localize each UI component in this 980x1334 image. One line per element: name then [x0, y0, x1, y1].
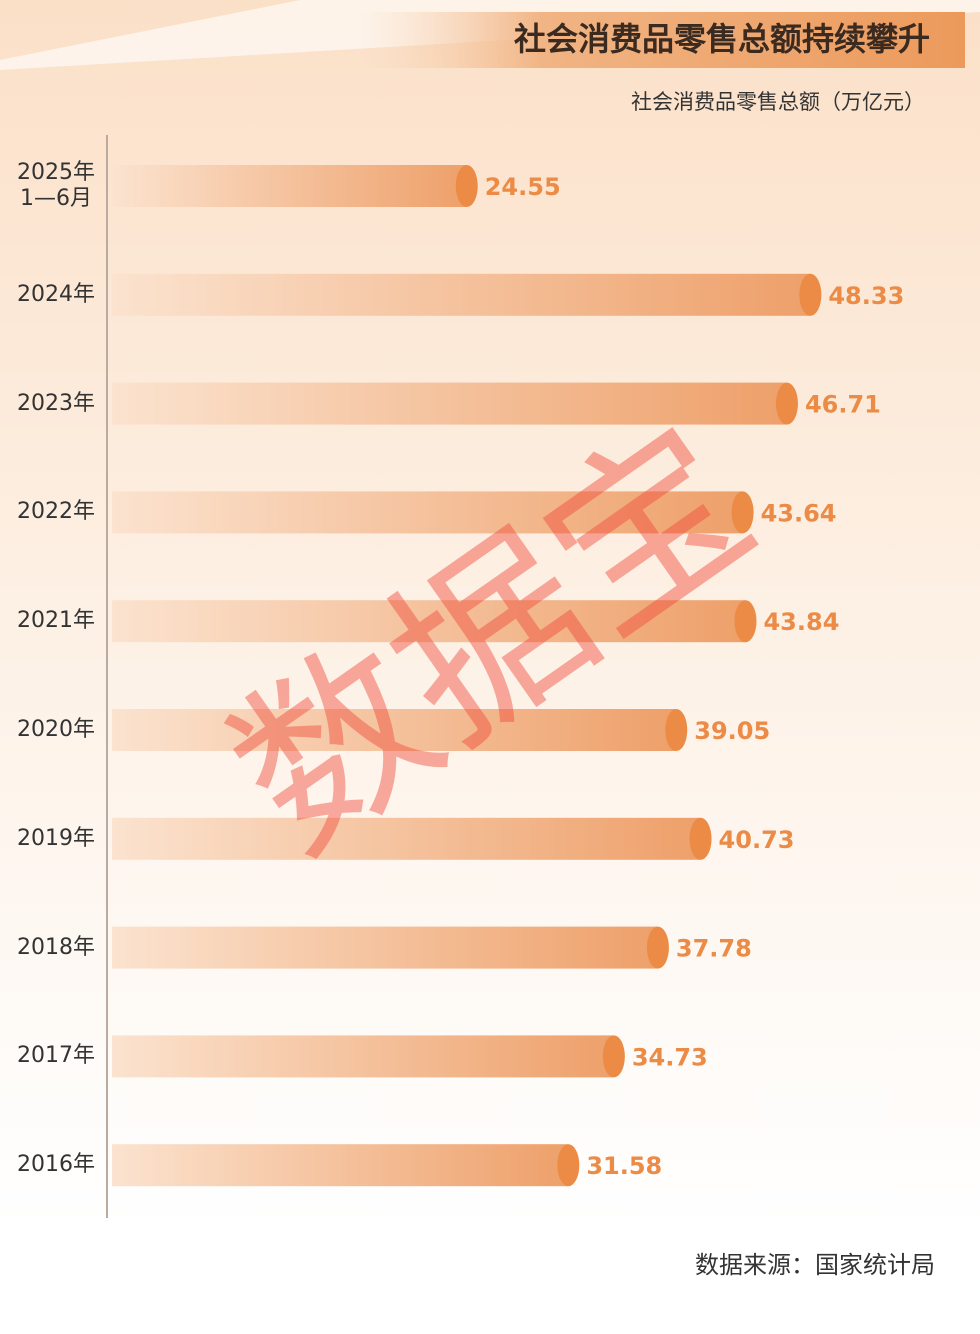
- bar: [112, 817, 701, 860]
- bar-cap: [646, 926, 669, 969]
- bar: [112, 709, 677, 751]
- bar-cap: [557, 1144, 580, 1187]
- bar-cap: [602, 1035, 625, 1078]
- category-label: 2018年: [17, 934, 95, 960]
- bar-cap: [799, 273, 822, 316]
- bar: [112, 382, 787, 425]
- data-label: 43.84: [763, 608, 839, 636]
- bar: [112, 926, 658, 969]
- bar: [112, 165, 467, 207]
- data-label: 40.73: [719, 826, 795, 854]
- bar: [112, 1144, 569, 1187]
- data-label: 31.58: [586, 1152, 662, 1180]
- data-label: 37.78: [676, 935, 752, 963]
- category-label: 2019年: [17, 825, 95, 851]
- data-label: 24.55: [485, 173, 561, 201]
- bar-cap: [689, 817, 712, 860]
- category-label: 2017年: [17, 1043, 95, 1069]
- subtitle: 社会消费品零售总额（万亿元）: [631, 90, 925, 114]
- category-label: 2020年: [17, 717, 95, 742]
- category-label: 2023年: [17, 390, 95, 416]
- category-label: 2025年 1—6月: [17, 160, 95, 211]
- category-label: 2021年: [17, 608, 95, 634]
- chart-title: 社会消费品零售总额持续攀升: [514, 20, 930, 58]
- bar: [112, 1035, 614, 1078]
- category-label: 2024年: [17, 281, 95, 307]
- bar: [112, 491, 743, 534]
- bar-cap: [455, 165, 478, 207]
- bar-cap: [734, 600, 757, 643]
- title-banner: [360, 12, 965, 68]
- data-label: 34.73: [632, 1043, 708, 1071]
- data-label: 46.71: [805, 391, 881, 419]
- data-label: 48.33: [828, 282, 904, 310]
- data-label: 39.05: [694, 717, 770, 745]
- bar-cap: [775, 382, 798, 425]
- category-label: 2022年: [17, 499, 95, 525]
- data-label: 43.64: [761, 499, 837, 527]
- source: 数据来源：国家统计局: [695, 1251, 935, 1279]
- bar-cap: [731, 491, 754, 534]
- category-label: 2016年: [17, 1152, 95, 1178]
- bar-cap: [665, 709, 688, 751]
- bar: [112, 600, 746, 643]
- bar: [112, 273, 811, 316]
